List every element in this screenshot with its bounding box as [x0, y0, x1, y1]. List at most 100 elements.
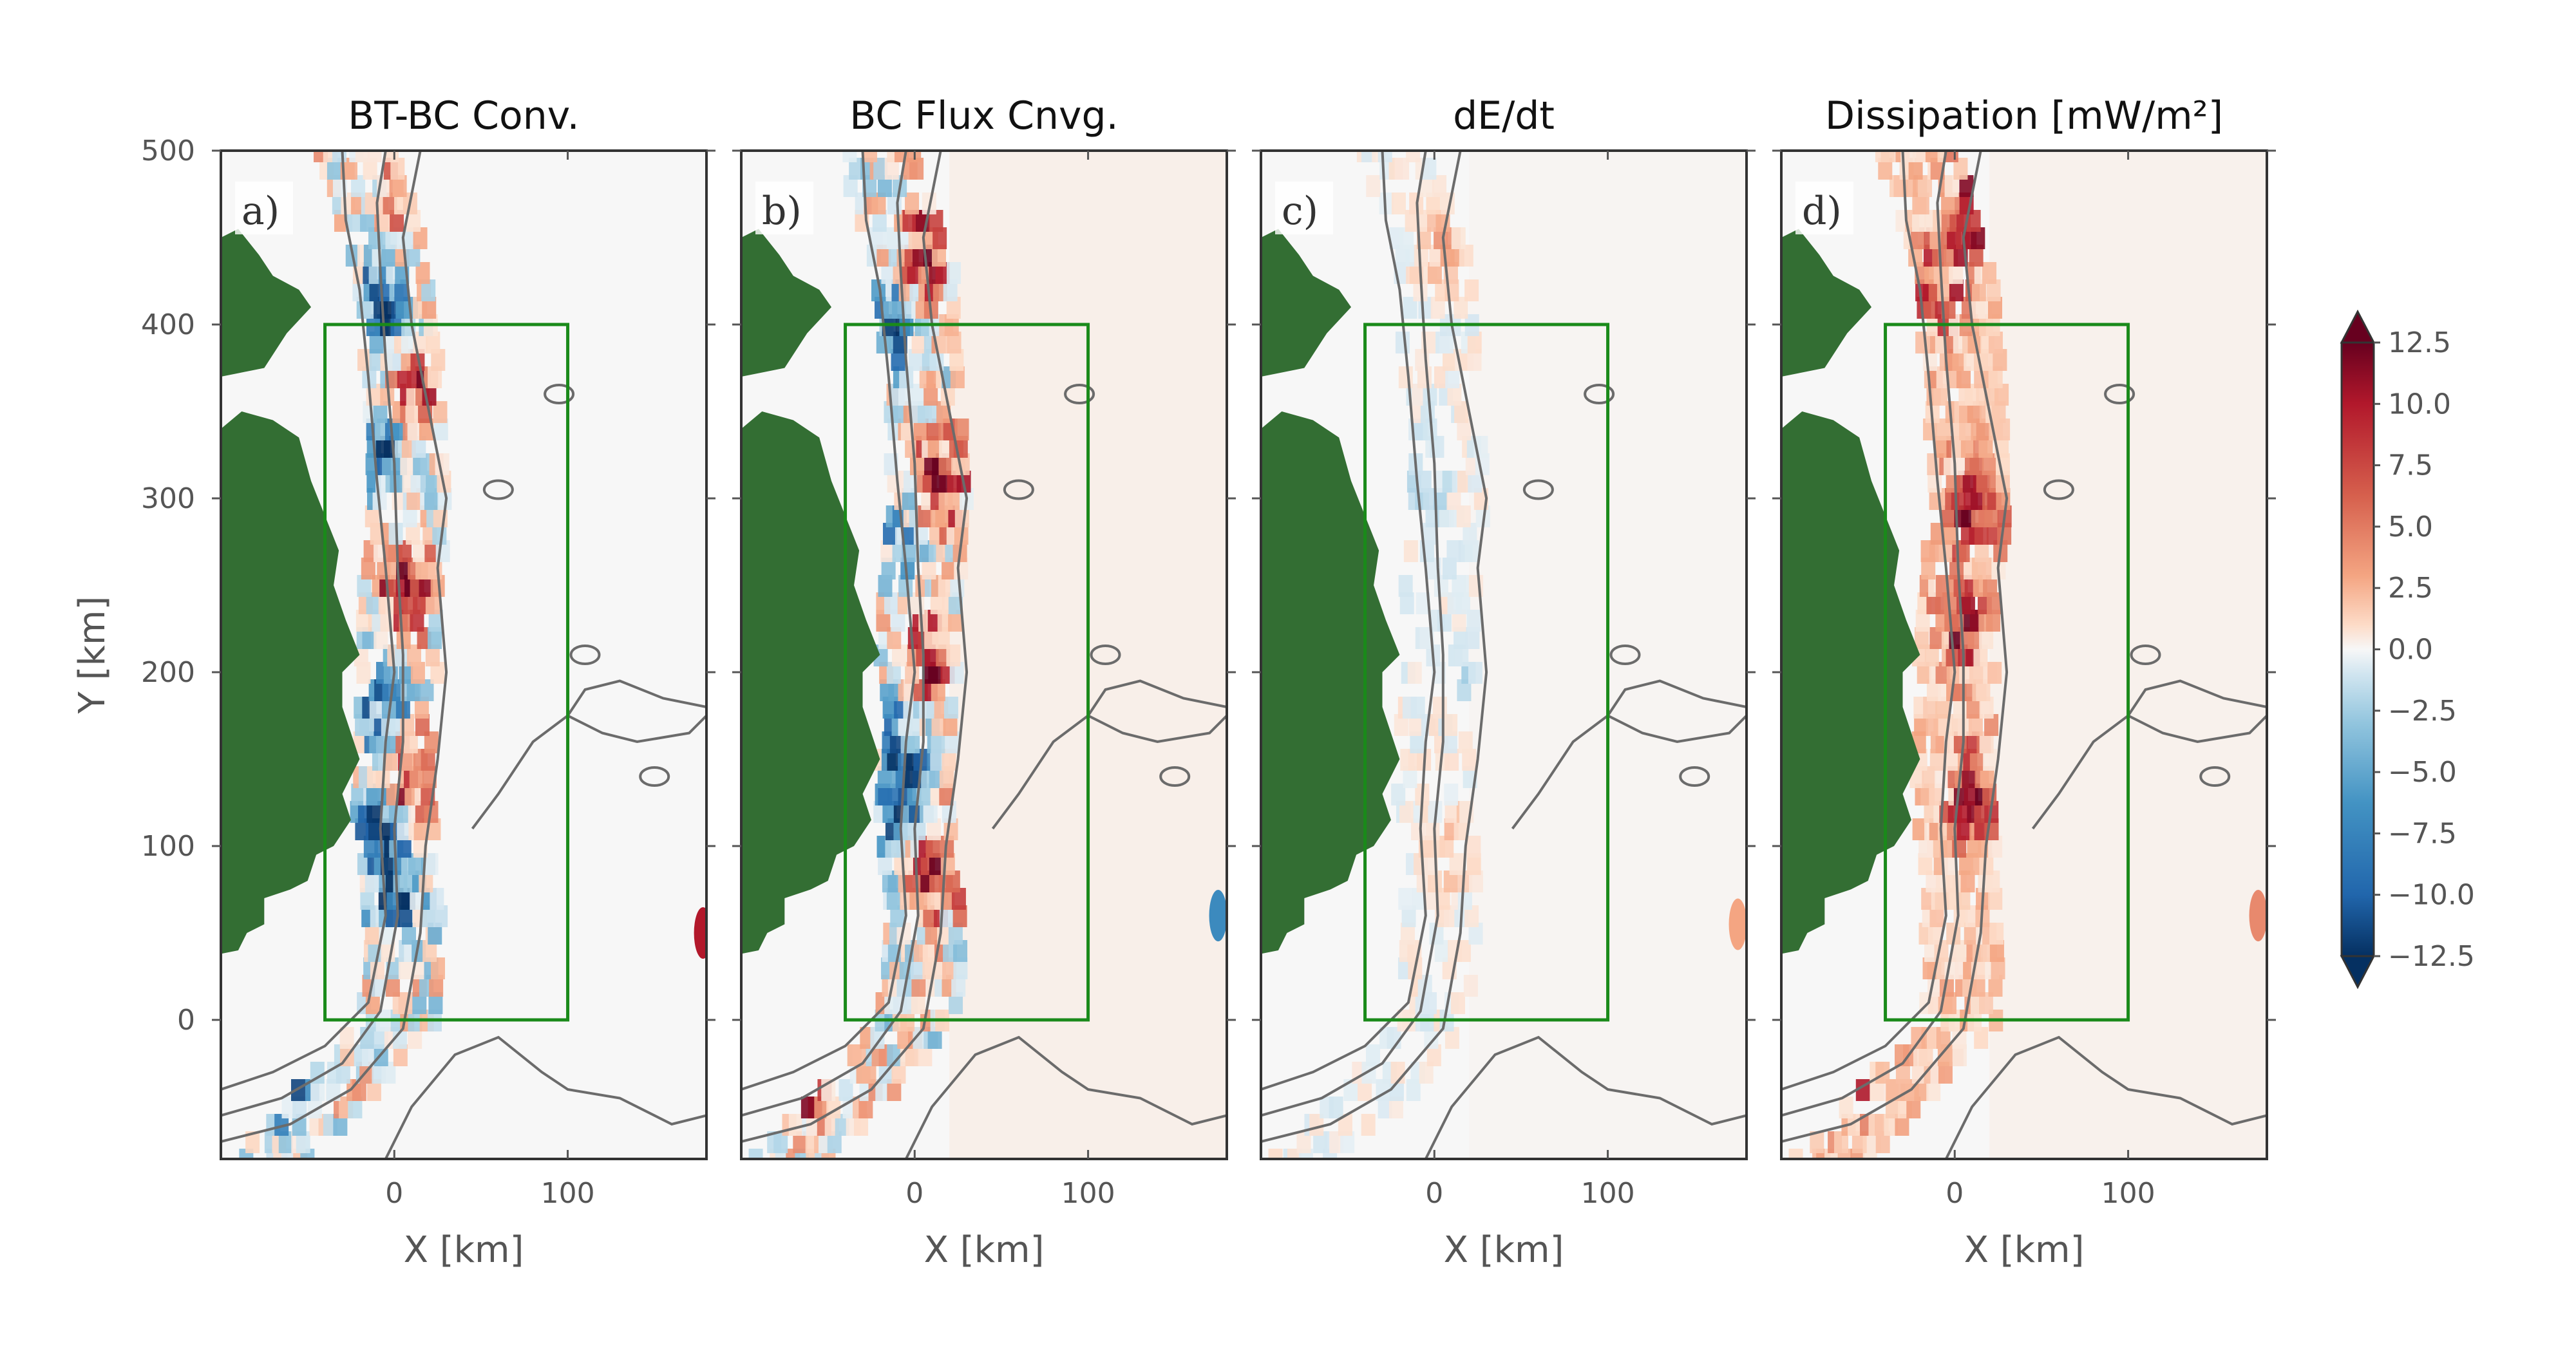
panel-label-bg — [1275, 182, 1333, 234]
isobath-3 — [741, 151, 969, 1143]
isobath-ring — [569, 645, 601, 665]
field-cell — [876, 245, 891, 267]
field-cell — [935, 505, 950, 527]
field-cells — [1788, 151, 2012, 1159]
field-cell — [1956, 366, 1971, 388]
field-cell — [1407, 662, 1422, 684]
field-cell — [1983, 575, 1998, 597]
field-cell — [1412, 384, 1426, 406]
field-cell — [1439, 505, 1454, 527]
field-cell — [1445, 366, 1460, 388]
field-cell — [383, 193, 397, 214]
field-cell — [368, 818, 383, 840]
field-cell — [339, 1027, 354, 1049]
field-cell — [1398, 366, 1413, 388]
isobath-ring — [2199, 766, 2231, 787]
isobath-6 — [2126, 679, 2267, 717]
x-axis-label: X [km] — [1964, 1229, 2085, 1271]
x-tick-label: 100 — [1061, 1177, 1115, 1210]
field-cell — [935, 262, 950, 284]
field-cell — [1468, 923, 1483, 945]
field-cell — [1810, 1131, 1824, 1153]
field-cell — [406, 245, 421, 267]
field-cell — [1399, 592, 1414, 614]
field-cell — [397, 801, 412, 823]
isobath-2 — [221, 151, 404, 1117]
field-cell — [1989, 940, 2004, 962]
field-cell — [1935, 697, 1950, 719]
field-cell — [409, 766, 424, 788]
field-cell — [397, 540, 412, 562]
field-cell — [1446, 488, 1461, 510]
field-cell — [1944, 749, 1958, 771]
field-cell — [889, 731, 904, 753]
field-cell — [1443, 349, 1457, 371]
field-cell — [877, 175, 892, 197]
field-cell — [429, 975, 444, 997]
field-cell — [406, 645, 421, 666]
isobath-ring — [1003, 479, 1034, 500]
field-cell — [929, 210, 943, 232]
field-cell — [425, 592, 440, 614]
field-cell — [424, 488, 439, 510]
field-cell — [413, 818, 428, 840]
field-cells — [748, 151, 974, 1159]
field-cell — [326, 1079, 341, 1101]
isobath-4 — [384, 1035, 706, 1159]
field-cell — [412, 436, 426, 458]
field-cell — [1906, 1097, 1921, 1118]
field-cell — [942, 957, 957, 979]
field-cell — [355, 151, 370, 162]
field-cells — [1268, 151, 1490, 1159]
field-cell — [327, 158, 341, 180]
field-cell — [923, 384, 938, 406]
field-cell — [1957, 714, 1972, 736]
isobath-ring — [482, 479, 514, 500]
field-cell — [949, 992, 963, 1014]
field-cell — [1458, 731, 1473, 753]
field-cell — [428, 366, 442, 388]
isobath-3 — [221, 151, 448, 1143]
field-cell — [1406, 151, 1421, 162]
field-cell — [1964, 923, 1978, 945]
field-cell — [1989, 923, 2004, 945]
field-cell — [1936, 1027, 1951, 1049]
land-1 — [741, 229, 832, 377]
field-cell — [927, 1027, 942, 1049]
field-cell — [1988, 888, 2003, 910]
field-cell — [1929, 749, 1944, 771]
field-cell — [1918, 853, 1933, 875]
field-cell — [1915, 610, 1930, 632]
field-cell — [428, 992, 443, 1014]
field-cell — [1443, 731, 1457, 753]
field-cell — [1982, 262, 1997, 284]
field-cell — [852, 1044, 867, 1066]
field-cell — [931, 679, 945, 701]
field-cell — [926, 419, 941, 440]
field-cell — [406, 488, 421, 510]
field-cell — [396, 627, 411, 649]
field-cell — [1427, 262, 1442, 284]
field-cell — [427, 627, 442, 649]
field-cell — [351, 175, 366, 197]
field-cell — [928, 662, 943, 684]
field-cell — [1410, 731, 1425, 753]
field-cell — [1914, 627, 1929, 649]
field-cell — [1949, 262, 1964, 284]
field-cell — [1462, 749, 1477, 771]
field-cell — [1988, 836, 2003, 858]
field-cell — [1395, 158, 1410, 180]
field-cell — [1986, 610, 2001, 632]
field-cell — [863, 151, 878, 162]
field-cell — [292, 1114, 307, 1136]
field-cell — [1444, 801, 1459, 823]
isobath-5 — [471, 714, 706, 830]
field-cell — [942, 749, 956, 771]
field-cell — [1988, 366, 2003, 388]
field-cell — [407, 419, 422, 440]
field-cell — [406, 523, 421, 545]
field-cell — [931, 245, 946, 267]
field-cell — [421, 749, 435, 771]
field-cell — [911, 992, 925, 1014]
field-cell — [1941, 297, 1956, 319]
